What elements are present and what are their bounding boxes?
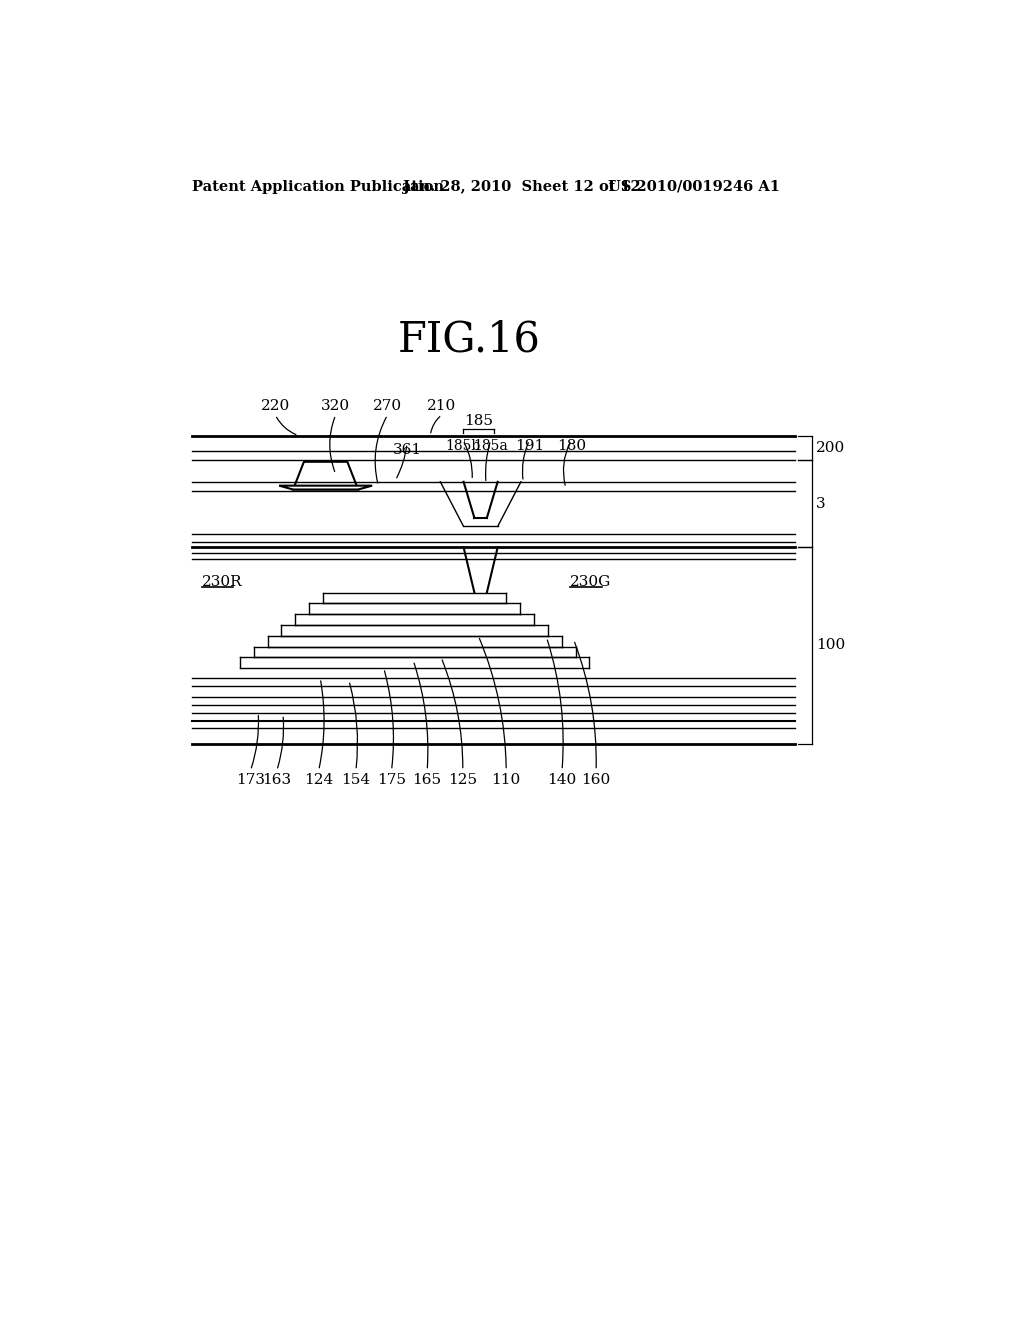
Text: 361: 361 — [392, 444, 422, 457]
Text: 140: 140 — [548, 774, 577, 787]
Text: 270: 270 — [373, 399, 402, 412]
Text: 160: 160 — [582, 774, 610, 787]
Text: Jan. 28, 2010  Sheet 12 of 12: Jan. 28, 2010 Sheet 12 of 12 — [403, 180, 641, 194]
Polygon shape — [293, 462, 358, 490]
Text: 175: 175 — [377, 774, 406, 787]
Text: 180: 180 — [557, 440, 586, 454]
Text: 185: 185 — [464, 414, 493, 428]
Text: 3: 3 — [816, 496, 825, 511]
Text: 154: 154 — [341, 774, 371, 787]
Text: US 2010/0019246 A1: US 2010/0019246 A1 — [608, 180, 780, 194]
Text: 125: 125 — [449, 774, 477, 787]
Text: 185a: 185a — [473, 440, 508, 454]
Text: 163: 163 — [262, 774, 292, 787]
Text: 230G: 230G — [569, 576, 611, 589]
Text: 220: 220 — [261, 399, 290, 412]
Text: 173: 173 — [236, 774, 265, 787]
Text: 110: 110 — [492, 774, 521, 787]
Text: 165: 165 — [413, 774, 441, 787]
Text: 210: 210 — [427, 399, 457, 412]
Text: FIG.16: FIG.16 — [397, 318, 541, 360]
Text: 230R: 230R — [202, 576, 243, 589]
Text: Patent Application Publication: Patent Application Publication — [191, 180, 443, 194]
Text: 200: 200 — [816, 441, 846, 455]
Text: 320: 320 — [322, 399, 350, 412]
Text: 185b: 185b — [445, 440, 480, 454]
Text: 124: 124 — [304, 774, 333, 787]
Polygon shape — [280, 486, 372, 490]
Text: 191: 191 — [515, 440, 544, 454]
Text: 100: 100 — [816, 639, 846, 652]
